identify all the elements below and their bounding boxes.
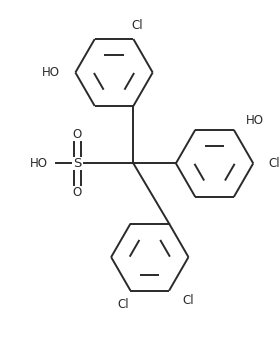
Text: S: S [73,157,81,170]
Text: Cl: Cl [117,298,129,311]
Text: HO: HO [30,157,48,170]
Text: Cl: Cl [131,19,143,32]
Text: Cl: Cl [269,157,280,170]
Text: O: O [73,128,82,141]
Text: HO: HO [246,114,263,127]
Text: Cl: Cl [183,294,194,307]
Text: O: O [73,186,82,199]
Text: HO: HO [42,66,60,79]
